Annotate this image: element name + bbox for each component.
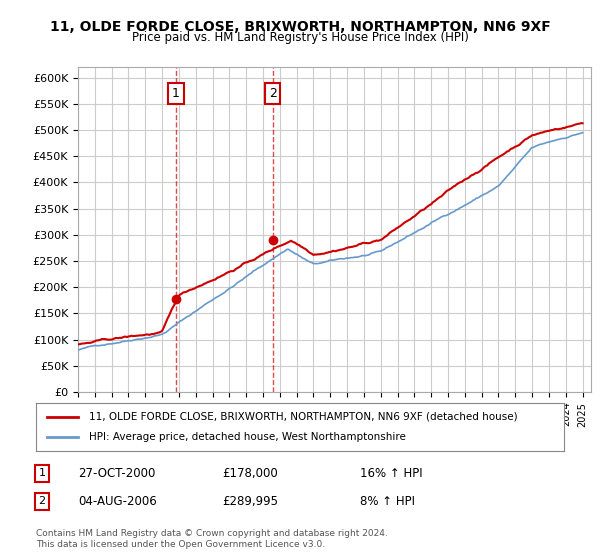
Text: HPI: Average price, detached house, West Northamptonshire: HPI: Average price, detached house, West… bbox=[89, 432, 406, 442]
Text: 8% ↑ HPI: 8% ↑ HPI bbox=[360, 494, 415, 508]
Text: Contains HM Land Registry data © Crown copyright and database right 2024.
This d: Contains HM Land Registry data © Crown c… bbox=[36, 529, 388, 549]
Text: £178,000: £178,000 bbox=[222, 466, 278, 480]
Text: 2: 2 bbox=[38, 496, 46, 506]
Text: 16% ↑ HPI: 16% ↑ HPI bbox=[360, 466, 422, 480]
Text: Price paid vs. HM Land Registry's House Price Index (HPI): Price paid vs. HM Land Registry's House … bbox=[131, 31, 469, 44]
Text: 27-OCT-2000: 27-OCT-2000 bbox=[78, 466, 155, 480]
Text: 1: 1 bbox=[172, 87, 180, 100]
Text: £289,995: £289,995 bbox=[222, 494, 278, 508]
Text: 1: 1 bbox=[38, 468, 46, 478]
Text: 2: 2 bbox=[269, 87, 277, 100]
Text: 04-AUG-2006: 04-AUG-2006 bbox=[78, 494, 157, 508]
Text: 11, OLDE FORDE CLOSE, BRIXWORTH, NORTHAMPTON, NN6 9XF (detached house): 11, OLDE FORDE CLOSE, BRIXWORTH, NORTHAM… bbox=[89, 412, 517, 422]
Text: 11, OLDE FORDE CLOSE, BRIXWORTH, NORTHAMPTON, NN6 9XF: 11, OLDE FORDE CLOSE, BRIXWORTH, NORTHAM… bbox=[50, 20, 550, 34]
